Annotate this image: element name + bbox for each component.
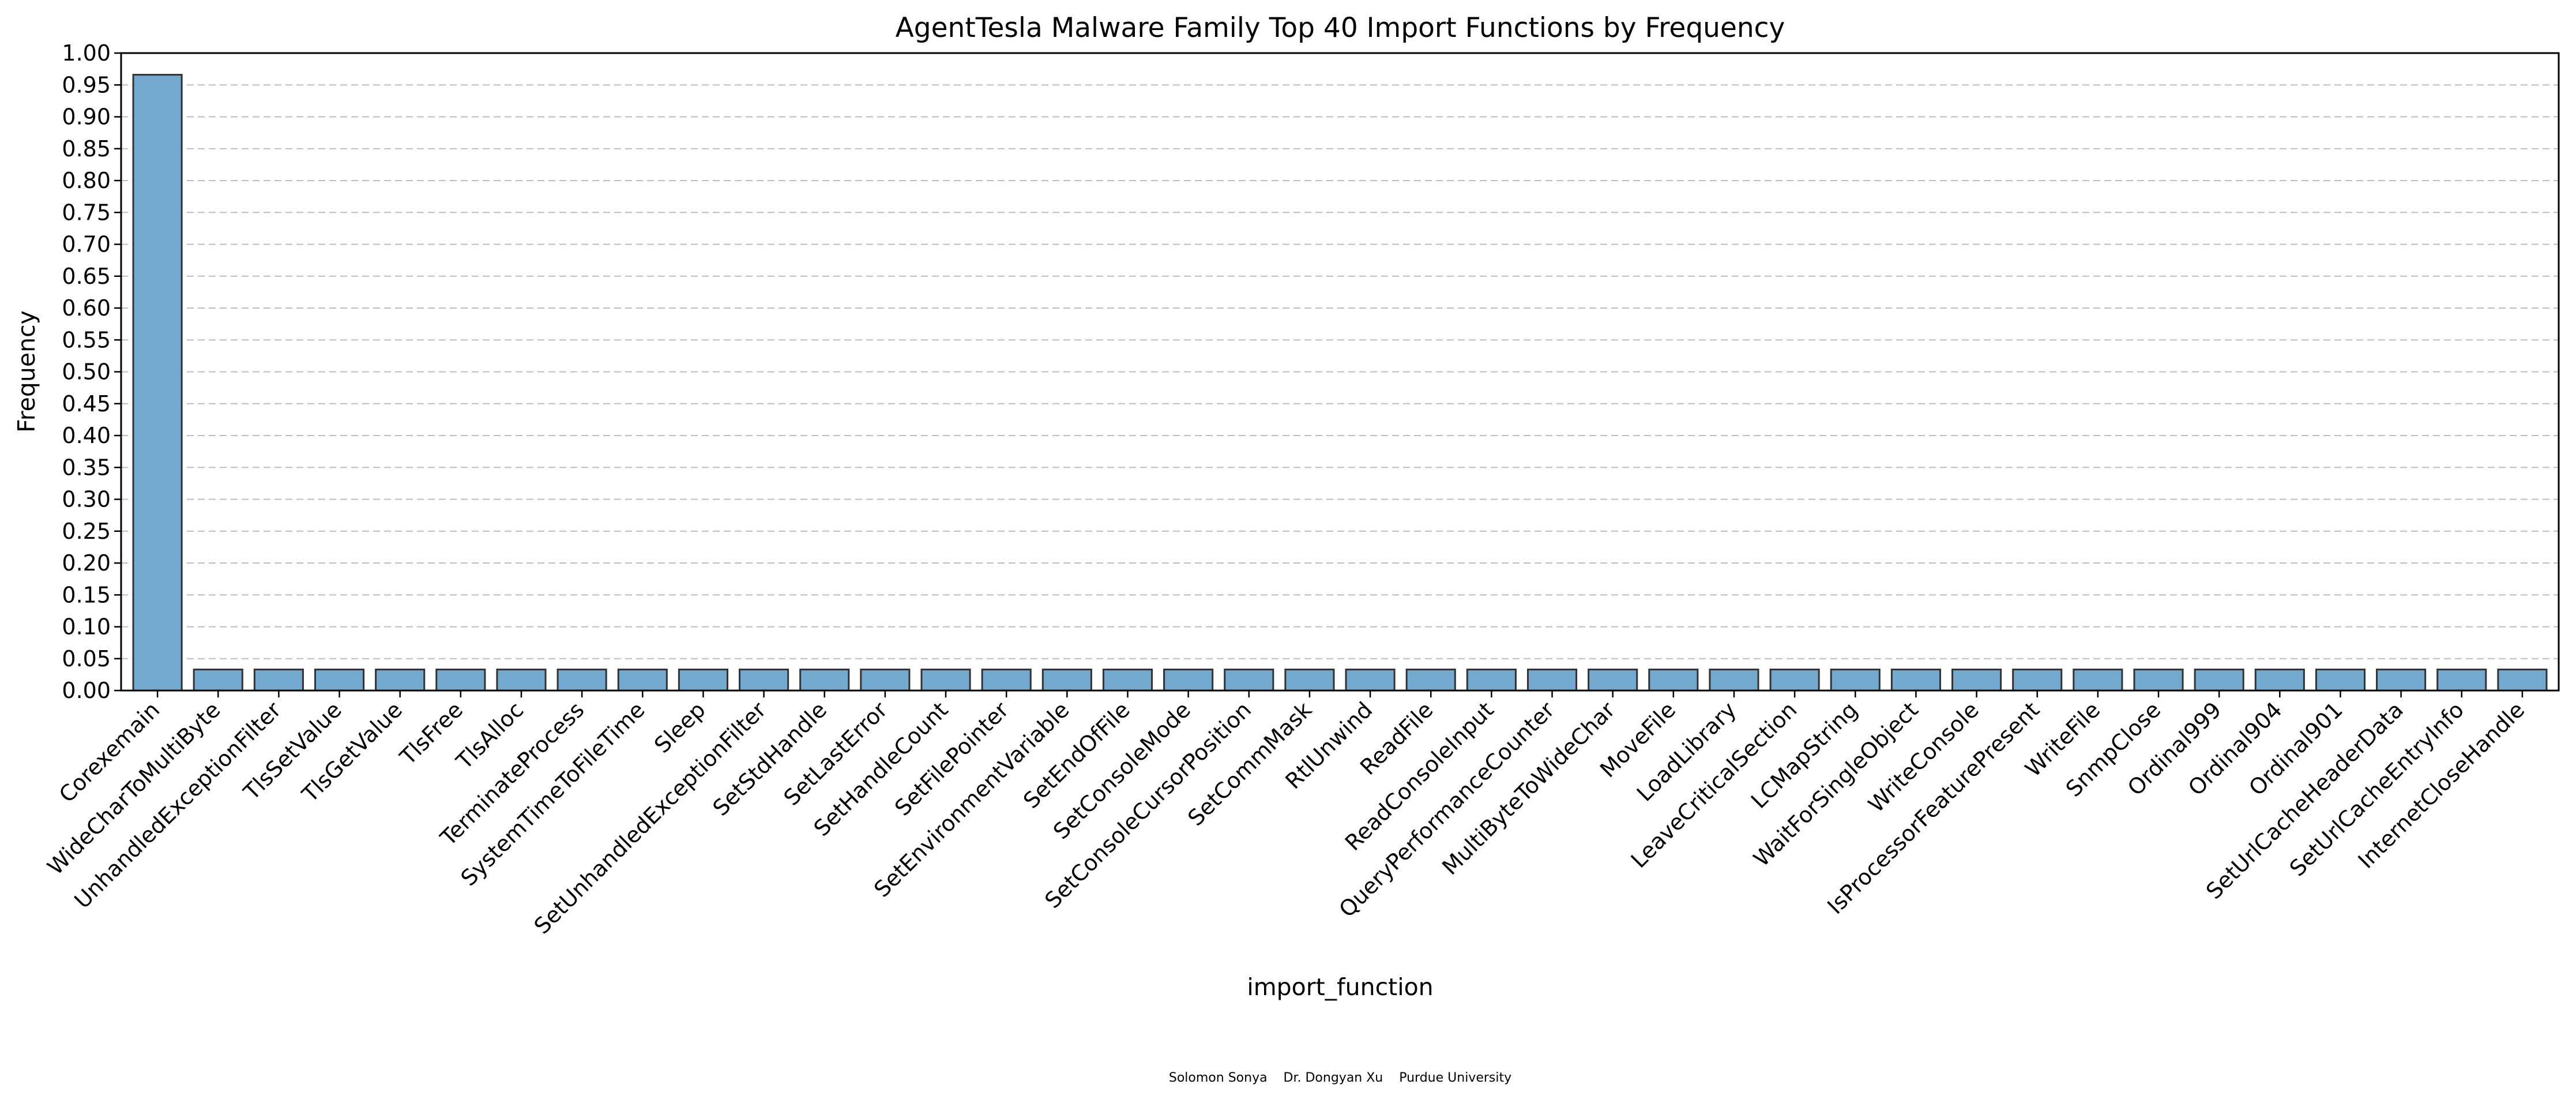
bar bbox=[981, 669, 1032, 692]
bar bbox=[799, 669, 850, 692]
bar bbox=[1102, 669, 1153, 692]
y-axis-ticks: 0.00 0.05 0.10 0.15 0.20 0.25 0.30 0.35 0.40 0.45… bbox=[62, 40, 121, 703]
bar bbox=[1466, 669, 1517, 692]
bar bbox=[496, 669, 547, 692]
y-tick-label: 0.75 bbox=[62, 200, 111, 225]
bar bbox=[1588, 669, 1638, 692]
bar bbox=[1890, 669, 1941, 692]
y-tick-label: 0.90 bbox=[62, 104, 111, 130]
y-tick-label: 0.45 bbox=[62, 391, 111, 417]
y-tick-label: 0.25 bbox=[62, 519, 111, 544]
bar bbox=[375, 669, 426, 692]
grid-lines bbox=[121, 52, 2559, 691]
bar bbox=[2073, 669, 2123, 692]
bar bbox=[2436, 669, 2487, 692]
bar bbox=[2254, 669, 2305, 692]
x-axis-label: import_function bbox=[1247, 973, 1433, 1001]
bar bbox=[2012, 669, 2063, 692]
bar bbox=[2133, 669, 2184, 692]
y-tick-label: 0.15 bbox=[62, 582, 111, 607]
y-tick-label: 0.10 bbox=[62, 614, 111, 640]
y-tick-label: 0.35 bbox=[62, 455, 111, 480]
y-tick-label: 0.85 bbox=[62, 136, 111, 162]
y-tick-label: 0.30 bbox=[62, 487, 111, 512]
footer-credits: Solomon Sonya Dr. Dongyan Xu Purdue Univ… bbox=[1169, 1071, 1511, 1085]
bar bbox=[1345, 669, 1396, 692]
y-tick-label: 0.05 bbox=[62, 646, 111, 671]
bar bbox=[253, 669, 304, 692]
bar bbox=[1526, 669, 1578, 692]
bar bbox=[1648, 669, 1699, 692]
chart-title: AgentTesla Malware Family Top 40 Import … bbox=[896, 12, 1785, 44]
bar bbox=[2315, 669, 2366, 692]
y-tick-label: 1.00 bbox=[62, 40, 111, 66]
bar bbox=[2497, 669, 2548, 692]
bar bbox=[1769, 669, 1820, 692]
bar bbox=[1405, 669, 1456, 692]
y-tick-label: 0.60 bbox=[62, 295, 111, 321]
y-tick-label: 0.65 bbox=[62, 264, 111, 289]
y-tick-label: 0.70 bbox=[62, 232, 111, 257]
bar bbox=[2376, 669, 2427, 692]
y-tick-label: 0.95 bbox=[62, 72, 111, 97]
y-axis-label: Frequency bbox=[13, 310, 40, 433]
bar bbox=[678, 669, 728, 692]
y-tick-label: 0.50 bbox=[62, 359, 111, 385]
bar bbox=[617, 669, 668, 692]
bar bbox=[1041, 669, 1092, 692]
bar bbox=[1224, 669, 1274, 692]
bar bbox=[860, 669, 911, 692]
bar bbox=[739, 669, 789, 692]
bar bbox=[435, 669, 486, 692]
bar bbox=[1951, 669, 2002, 692]
bar bbox=[1284, 669, 1335, 692]
y-tick-label: 0.20 bbox=[62, 550, 111, 576]
y-tick-label: 0.80 bbox=[62, 168, 111, 193]
y-tick-label: 0.55 bbox=[62, 327, 111, 352]
bar bbox=[193, 669, 243, 692]
bar bbox=[314, 669, 365, 692]
bar bbox=[920, 669, 971, 692]
bar bbox=[1709, 669, 1759, 692]
bar bbox=[1830, 669, 1881, 692]
y-tick-label: 0.40 bbox=[62, 423, 111, 448]
bar bbox=[556, 669, 607, 692]
bar bbox=[2194, 669, 2244, 692]
y-tick-label: 0.00 bbox=[62, 678, 111, 703]
bar bbox=[132, 74, 183, 692]
bar bbox=[1163, 669, 1214, 692]
plot-frame bbox=[120, 52, 2560, 692]
